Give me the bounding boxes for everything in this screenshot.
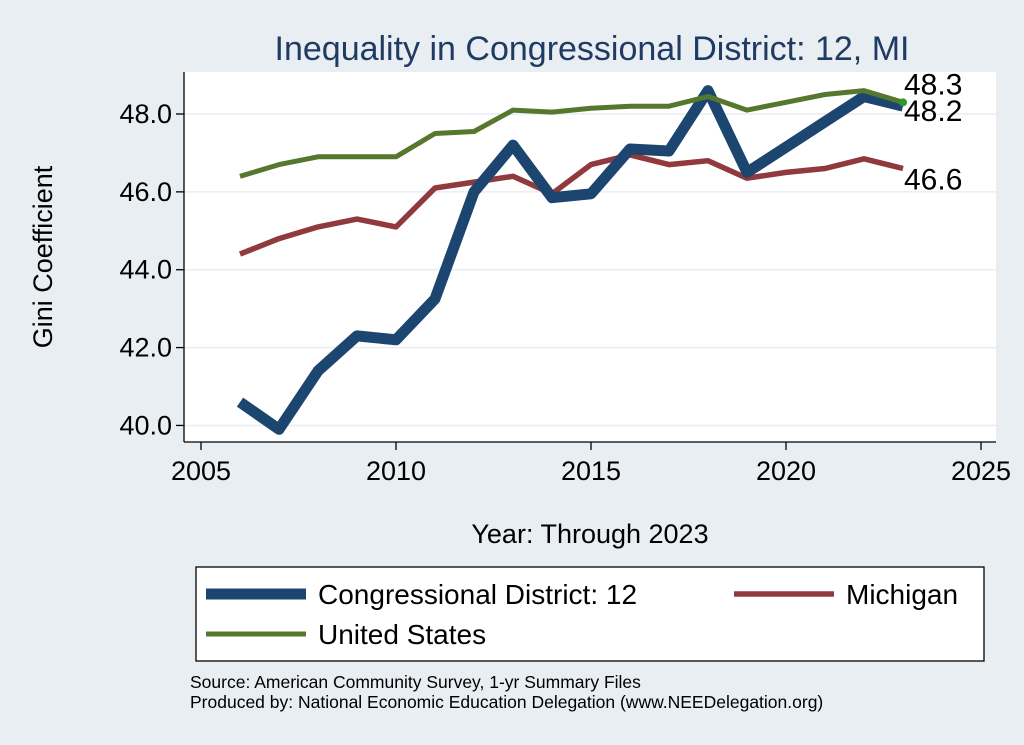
y-axis-ticks: 40.0 42.0 44.0 46.0 48.0 xyxy=(119,99,184,440)
x-tick-label: 2005 xyxy=(171,456,231,486)
source-line-2: Produced by: National Economic Education… xyxy=(190,692,823,712)
grid-lines xyxy=(184,113,996,427)
x-tick-label: 2015 xyxy=(561,456,621,486)
y-tick-label: 40.0 xyxy=(119,410,172,440)
y-axis-title: Gini Coefficient xyxy=(28,165,58,348)
series-line-0 xyxy=(236,85,905,435)
x-axis-title: Year: Through 2023 xyxy=(471,519,708,549)
series-line-2 xyxy=(239,88,904,179)
legend-label-2: United States xyxy=(318,619,486,650)
legend-items: Congressional District: 12 Michigan United… xyxy=(206,579,958,650)
y-tick-label: 46.0 xyxy=(119,177,172,207)
x-tick-label: 2010 xyxy=(366,456,426,486)
chart-title: Inequality in Congressional District: 12… xyxy=(275,30,910,68)
legend-label-1: Michigan xyxy=(846,579,958,610)
y-tick-label: 48.0 xyxy=(119,99,172,129)
legend-box xyxy=(195,566,985,662)
end-labels: 48.2 46.6 48.3 xyxy=(904,68,962,196)
series-end-marker xyxy=(899,98,907,107)
end-label-1: 46.6 xyxy=(904,164,962,197)
legend-label-0: Congressional District: 12 xyxy=(318,579,637,610)
y-tick-label: 44.0 xyxy=(119,255,172,285)
x-tick-label: 2020 xyxy=(756,456,816,486)
end-label-2: 48.3 xyxy=(904,68,962,101)
x-axis-ticks: 2005 2010 2015 2020 2025 xyxy=(171,442,1011,486)
legend: Congressional District: 12 Michigan United… xyxy=(195,566,985,662)
plot-area xyxy=(184,72,996,442)
end-label-0: 48.2 xyxy=(904,95,962,128)
source-line-1: Source: American Community Survey, 1-yr … xyxy=(190,672,641,692)
x-tick-label: 2025 xyxy=(951,456,1011,486)
series-line-1 xyxy=(238,152,904,257)
series-lines xyxy=(236,85,907,435)
y-tick-label: 42.0 xyxy=(119,333,172,363)
